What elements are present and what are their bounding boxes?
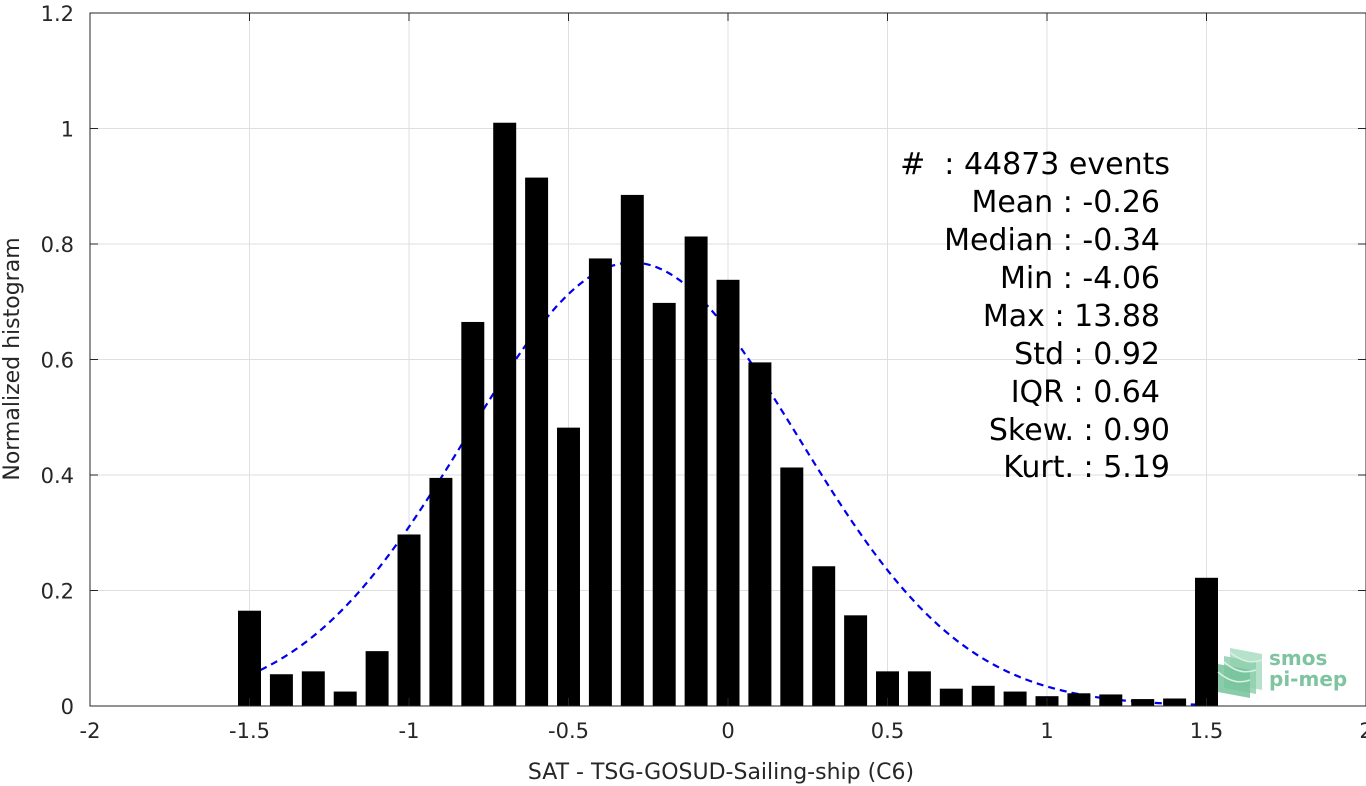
x-tick-label: 1.5 bbox=[1190, 719, 1223, 743]
histogram-bar bbox=[397, 534, 421, 706]
histogram-bar bbox=[939, 688, 963, 706]
histogram-bar bbox=[557, 427, 580, 706]
y-axis-label: Normalized histogram bbox=[0, 237, 25, 480]
x-tick-label: 0 bbox=[721, 719, 734, 743]
smos-pi-mep-logo: smos pi-mep bbox=[1217, 646, 1347, 698]
histogram-bar bbox=[620, 194, 644, 706]
stat-min: Min : -4.06 bbox=[1000, 261, 1160, 296]
histogram-bar bbox=[269, 674, 293, 706]
histogram-bar bbox=[1195, 577, 1218, 706]
y-tick-label: 0.6 bbox=[41, 349, 74, 373]
stat-max: Max : 13.88 bbox=[983, 299, 1160, 334]
x-tick-label: -1.5 bbox=[229, 719, 270, 743]
logo-graphic-icon bbox=[1217, 648, 1263, 698]
y-tick-label: 0.4 bbox=[41, 464, 74, 488]
x-tick-label: 2 bbox=[1359, 719, 1366, 743]
y-tick-label: 0.8 bbox=[41, 233, 74, 257]
stat-std: Std : 0.92 bbox=[1014, 337, 1160, 372]
histogram-bar bbox=[812, 566, 836, 706]
stat-events: # : 44873 events bbox=[900, 147, 1170, 182]
statistics-annotation: # : 44873 events Mean : -0.26 Median : -… bbox=[900, 147, 1170, 485]
histogram-bar bbox=[588, 258, 612, 706]
histogram-bar bbox=[493, 122, 517, 707]
x-axis-label: SAT - TSG-GOSUD-Sailing-ship (C6) bbox=[528, 760, 914, 785]
histogram-bar bbox=[461, 321, 485, 706]
y-axis-ticks: 0 0.2 0.4 0.6 0.8 1 1.2 bbox=[41, 2, 1366, 719]
histogram-bar bbox=[652, 302, 676, 706]
histogram-bar bbox=[748, 362, 772, 706]
stat-skew: Skew. : 0.90 bbox=[989, 413, 1170, 448]
histogram-bar bbox=[1003, 691, 1027, 706]
histogram-bar bbox=[780, 467, 804, 706]
histogram-bar bbox=[365, 651, 389, 706]
histogram-bar bbox=[301, 671, 325, 706]
x-tick-label: -2 bbox=[80, 719, 101, 743]
histogram-bars bbox=[238, 122, 1218, 707]
y-tick-label: 0.2 bbox=[41, 580, 74, 604]
histogram-bar bbox=[1163, 698, 1187, 706]
stat-kurt: Kurt. : 5.19 bbox=[1003, 450, 1170, 485]
histogram-bar bbox=[1099, 694, 1123, 706]
histogram-bar bbox=[876, 671, 899, 706]
histogram-bar bbox=[844, 615, 868, 706]
x-tick-label: -1 bbox=[399, 719, 420, 743]
y-tick-label: 0 bbox=[61, 695, 74, 719]
x-tick-label: -0.5 bbox=[548, 719, 589, 743]
x-tick-label: 0.5 bbox=[871, 719, 904, 743]
x-tick-label: 1 bbox=[1040, 719, 1053, 743]
histogram-bar bbox=[684, 236, 708, 707]
histogram-bar bbox=[907, 671, 931, 706]
histogram-bar bbox=[333, 691, 357, 706]
histogram-bar bbox=[429, 477, 453, 706]
logo-text-pi-mep: pi-mep bbox=[1269, 667, 1347, 691]
y-tick-label: 1 bbox=[61, 118, 74, 142]
stat-mean: Mean : -0.26 bbox=[971, 185, 1160, 220]
logo-text-smos: smos bbox=[1269, 646, 1327, 670]
histogram-bar bbox=[971, 685, 995, 706]
histogram-bar bbox=[716, 279, 740, 706]
histogram-bar bbox=[1067, 693, 1091, 706]
histogram-bar bbox=[238, 610, 261, 706]
stat-iqr: IQR : 0.64 bbox=[1011, 375, 1160, 410]
x-axis-ticks: -2 -1.5 -1 -0.5 0 0.5 1 1.5 2 bbox=[80, 13, 1366, 743]
y-tick-label: 1.2 bbox=[41, 2, 74, 26]
histogram-bar bbox=[1131, 699, 1155, 706]
stat-median: Median : -0.34 bbox=[944, 223, 1160, 258]
histogram-bar bbox=[525, 177, 549, 707]
